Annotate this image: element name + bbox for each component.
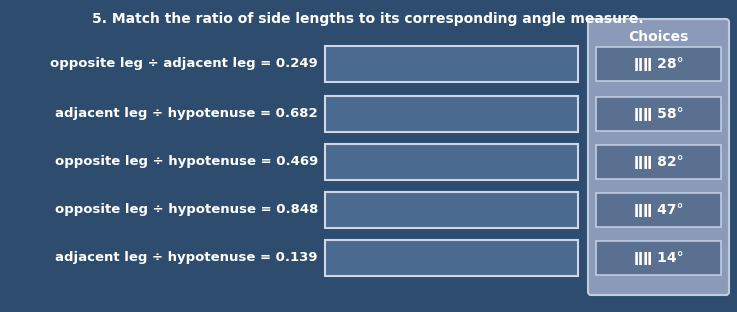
Text: ǁǁ 47°: ǁǁ 47° [634, 203, 683, 217]
FancyBboxPatch shape [596, 97, 721, 131]
FancyBboxPatch shape [325, 240, 578, 276]
Text: opposite leg ÷ hypotenuse = 0.848: opposite leg ÷ hypotenuse = 0.848 [55, 203, 318, 217]
Text: opposite leg ÷ hypotenuse = 0.469: opposite leg ÷ hypotenuse = 0.469 [55, 155, 318, 168]
FancyBboxPatch shape [325, 96, 578, 132]
FancyBboxPatch shape [596, 145, 721, 179]
Text: ǁǁ 58°: ǁǁ 58° [634, 107, 683, 121]
Text: 5. Match the ratio of side lengths to its corresponding angle measure.: 5. Match the ratio of side lengths to it… [92, 12, 644, 26]
FancyBboxPatch shape [596, 241, 721, 275]
Text: ǁǁ 28°: ǁǁ 28° [634, 57, 683, 71]
FancyBboxPatch shape [596, 47, 721, 81]
FancyBboxPatch shape [325, 46, 578, 82]
Text: opposite leg ÷ adjacent leg = 0.249: opposite leg ÷ adjacent leg = 0.249 [50, 57, 318, 71]
Text: ǁǁ 82°: ǁǁ 82° [634, 155, 683, 169]
FancyBboxPatch shape [588, 19, 729, 295]
FancyBboxPatch shape [325, 192, 578, 228]
Text: Choices: Choices [629, 30, 688, 44]
FancyBboxPatch shape [596, 193, 721, 227]
FancyBboxPatch shape [325, 144, 578, 180]
Text: adjacent leg ÷ hypotenuse = 0.139: adjacent leg ÷ hypotenuse = 0.139 [55, 251, 318, 265]
Text: adjacent leg ÷ hypotenuse = 0.682: adjacent leg ÷ hypotenuse = 0.682 [55, 108, 318, 120]
Text: ǁǁ 14°: ǁǁ 14° [634, 251, 683, 265]
